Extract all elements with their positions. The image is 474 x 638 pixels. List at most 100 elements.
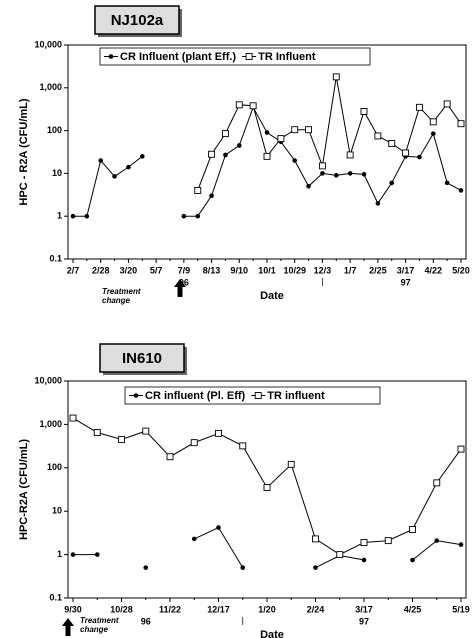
data-point <box>388 140 396 147</box>
data-point <box>208 150 216 158</box>
y-tick-label: 100 <box>47 125 62 135</box>
data-point <box>118 436 125 443</box>
x-axis-label: Date <box>260 629 284 638</box>
x-axis-label: Date <box>260 290 284 302</box>
y-tick-label: 1 <box>57 549 62 559</box>
data-point <box>384 537 392 545</box>
x-tick-label: 2/25 <box>369 265 387 275</box>
x-tick-label: 1/7 <box>344 265 357 275</box>
x-tick-label: 10/1 <box>258 265 276 275</box>
data-point <box>70 213 76 219</box>
data-point <box>361 172 367 177</box>
treatment-arrow <box>174 279 186 297</box>
legend-box <box>99 47 371 66</box>
data-point <box>375 201 381 206</box>
year-label: 97 <box>359 616 369 626</box>
data-point <box>444 180 450 186</box>
y-axis-label: HPC - R2A (CFU/mL) <box>18 98 30 205</box>
data-point <box>347 171 353 176</box>
title-box <box>94 5 180 35</box>
x-tick-label: 10/28 <box>110 604 133 614</box>
data-point <box>239 442 247 450</box>
data-point <box>433 479 441 487</box>
data-point <box>313 565 318 570</box>
y-axis-label: HPC-R2A (CFU/mL) <box>18 439 30 540</box>
year-label: 96 <box>141 616 151 626</box>
year-label: 96 <box>179 277 189 287</box>
data-point <box>98 158 104 163</box>
x-tick-label: 5/20 <box>452 265 470 275</box>
data-point <box>264 130 270 135</box>
x-tick-label: 5/19 <box>452 604 470 614</box>
data-point <box>287 460 295 468</box>
x-tick-label: 9/10 <box>231 265 249 275</box>
x-tick-label: 12/3 <box>314 265 332 275</box>
data-point <box>457 445 465 453</box>
x-tick-label: 9/30 <box>64 604 82 614</box>
data-point <box>346 151 354 159</box>
data-point <box>221 130 229 138</box>
data-point <box>360 108 368 115</box>
data-point <box>312 535 319 543</box>
title-box <box>99 343 185 373</box>
data-point <box>374 132 382 140</box>
series-line <box>73 106 462 217</box>
y-tick-label: 1,000 <box>39 419 62 429</box>
data-point <box>402 149 410 157</box>
treatment-note: Treatment change <box>80 616 119 634</box>
x-tick-label: 5/7 <box>150 265 163 275</box>
legend-marker <box>254 392 262 399</box>
legend-marker <box>133 393 139 398</box>
data-point <box>443 100 451 108</box>
x-tick-label: 2/24 <box>307 604 325 614</box>
y-tick-label: 100 <box>47 462 62 472</box>
data-point <box>112 174 117 179</box>
data-point <box>434 538 440 543</box>
data-point <box>143 565 149 570</box>
legend-label: CR influent (Pl. Eff) <box>145 390 246 402</box>
x-tick-label: 8/13 <box>203 265 221 275</box>
data-point <box>415 103 423 111</box>
y-tick-label: 10 <box>52 168 62 178</box>
data-point <box>458 188 464 193</box>
data-point <box>194 186 202 194</box>
data-point <box>410 557 415 563</box>
data-point <box>181 213 187 219</box>
data-point <box>332 73 340 81</box>
data-point <box>235 101 243 109</box>
data-point <box>320 171 325 176</box>
treatment-arrow <box>62 618 74 636</box>
data-point <box>458 542 464 547</box>
data-point <box>236 143 242 148</box>
year-label: 97 <box>401 277 411 287</box>
data-point <box>216 525 221 530</box>
x-tick-label: 3/17 <box>355 604 373 614</box>
x-tick-label: 3/17 <box>397 265 415 275</box>
legend-marker <box>245 53 253 60</box>
data-point <box>409 525 416 533</box>
data-point <box>166 453 174 461</box>
data-point <box>333 173 339 178</box>
data-point <box>70 552 76 557</box>
x-tick-label: 1/20 <box>258 604 276 614</box>
data-point <box>240 565 246 570</box>
data-point <box>277 135 285 143</box>
series-line <box>197 76 462 191</box>
chart-title: IN610 <box>122 350 162 367</box>
data-point <box>69 414 77 422</box>
legend-label: CR Influent (plant Eff.) <box>120 51 236 63</box>
data-point <box>360 539 368 546</box>
data-point <box>209 193 214 199</box>
data-point <box>190 439 198 447</box>
data-point <box>126 164 131 170</box>
y-tick-label: 10,000 <box>34 39 62 49</box>
legend-label: TR Influent <box>258 51 316 63</box>
data-point <box>139 154 145 159</box>
legend-marker <box>108 54 114 59</box>
chart-title: NJ102a <box>111 12 164 29</box>
data-point <box>142 427 150 435</box>
data-point <box>94 552 100 557</box>
data-point <box>223 152 228 158</box>
